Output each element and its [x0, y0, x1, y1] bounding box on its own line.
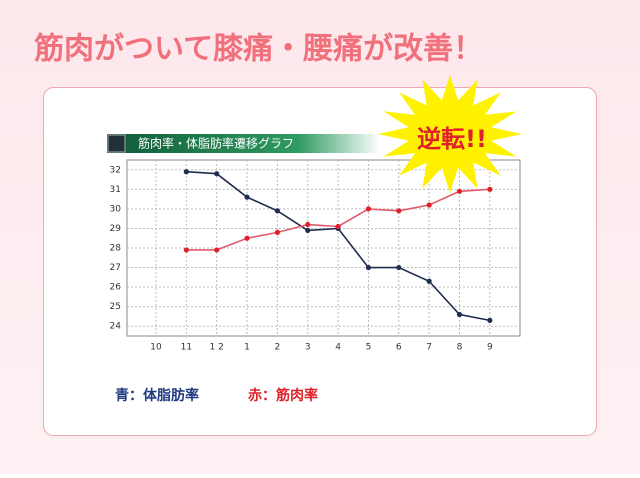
y-tick-label: 31 — [110, 185, 121, 195]
data-point — [335, 223, 341, 230]
burst: 逆転!! — [378, 75, 522, 193]
y-tick-label: 26 — [110, 283, 122, 293]
x-tick-label: 7 — [426, 343, 432, 353]
y-tick-label: 27 — [110, 263, 121, 273]
x-tick-label: 10 — [150, 343, 162, 353]
data-point — [426, 278, 432, 284]
x-tick-label: 4 — [335, 343, 341, 353]
data-point — [274, 208, 280, 214]
legend-label: 赤：筋肉率 — [248, 387, 318, 404]
data-point — [487, 186, 493, 192]
data-point — [396, 264, 402, 271]
x-tick-label: 11 — [181, 343, 192, 353]
data-point — [456, 311, 463, 318]
x-tick-label: 8 — [457, 343, 463, 353]
x-tick-label: 9 — [487, 343, 493, 353]
burst-text: 逆転!! — [417, 125, 487, 153]
x-tick-label: 3 — [305, 343, 311, 353]
title-icon — [107, 134, 126, 153]
data-point — [183, 247, 189, 253]
data-point — [426, 202, 432, 208]
y-tick-label: 24 — [110, 322, 122, 332]
title-bar — [107, 134, 380, 153]
x-tick-label: 2 — [275, 343, 281, 353]
y-tick-label: 29 — [110, 224, 122, 234]
y-tick-label: 32 — [110, 165, 121, 175]
data-point — [305, 221, 311, 228]
data-point — [214, 247, 220, 253]
x-tick-label: 5 — [366, 343, 372, 353]
data-point — [396, 208, 402, 214]
x-tick-label: 1 2 — [210, 343, 224, 353]
x-tick-label: 1 — [244, 343, 250, 353]
data-point — [305, 227, 311, 233]
data-point — [214, 171, 220, 177]
data-point — [244, 194, 250, 200]
y-tick-label: 25 — [110, 302, 121, 312]
data-point — [183, 169, 189, 175]
data-point — [365, 264, 372, 271]
y-tick-label: 28 — [110, 244, 122, 254]
legend-label: 青：体脂肪率 — [115, 387, 199, 404]
data-point — [487, 317, 493, 323]
data-point — [274, 229, 280, 235]
data-point — [456, 188, 463, 194]
y-tick-label: 30 — [110, 204, 122, 214]
headline: 筋肉がついて膝痛・腰痛が改善！ — [34, 32, 483, 67]
burst-shape — [378, 75, 522, 193]
data-point — [365, 206, 372, 212]
x-tick-label: 6 — [396, 343, 402, 353]
chart-title: 筋肉率・体脂肪率遷移グラフ — [138, 136, 294, 151]
data-point — [244, 235, 250, 241]
